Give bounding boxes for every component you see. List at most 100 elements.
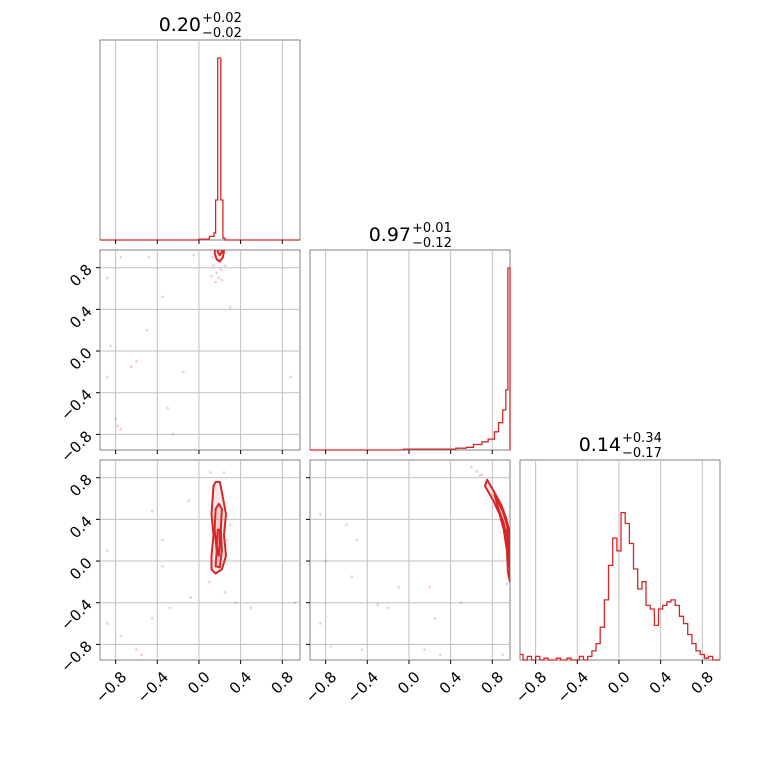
histogram-step-2	[310, 267, 511, 451]
x-tick-label: 0.8	[687, 668, 717, 698]
x-tick-label: 0.0	[604, 668, 634, 698]
y-tick-label: −0.8	[57, 637, 95, 675]
panel-2d-2-3-frame	[309, 459, 511, 661]
scatter-point	[161, 564, 164, 568]
scatter-point	[501, 653, 505, 657]
panel-hist-3-grid	[535, 460, 703, 660]
panel-2d-1-3	[99, 459, 301, 661]
contour-level-1	[484, 478, 510, 583]
scatter-point	[319, 512, 322, 516]
x-tick-label: 0.8	[477, 668, 507, 698]
title-1-plus: +0.02	[202, 11, 242, 26]
scatter-point	[428, 585, 432, 589]
scatter-point	[249, 606, 253, 610]
title-2-plus: +0.01	[412, 221, 452, 236]
scatter-point	[208, 580, 211, 584]
y-tick-label: 0.4	[66, 512, 96, 542]
scatter-point	[114, 417, 117, 421]
y-tick-label: 0.0	[66, 554, 96, 584]
panel-hist-2-frame	[309, 249, 511, 451]
scatter-point	[119, 255, 123, 259]
scatter-point	[475, 470, 479, 473]
scatter-point	[145, 328, 149, 332]
x-tick-label: 0.4	[646, 668, 676, 698]
title-1-median: 0.20	[159, 14, 201, 36]
panel-hist-2-grid	[325, 250, 493, 450]
y-tick-label: 0.8	[66, 471, 96, 501]
scatter-point	[161, 538, 164, 542]
x-tick-label: 0.0	[184, 668, 214, 698]
scatter-point	[222, 471, 226, 474]
y-tick-label: 0.4	[66, 302, 96, 332]
panel-2d-2-3	[309, 459, 511, 661]
contour-lines	[213, 250, 225, 263]
panel-hist-3-marks	[520, 511, 720, 661]
scatter-point	[105, 276, 109, 280]
scatter-point	[228, 305, 232, 309]
x-tick-label: −0.4	[554, 668, 592, 706]
scatter-point	[345, 523, 348, 526]
scatter-point	[397, 585, 400, 589]
scatter-point	[214, 280, 218, 284]
y-tick-label: −0.4	[57, 596, 95, 634]
scatter-point	[105, 549, 109, 552]
scatter-point	[319, 622, 322, 625]
scatter-point	[433, 616, 437, 620]
scatter-point	[171, 433, 175, 436]
panel-hist-3-frame	[519, 459, 721, 661]
y-tick-label: −0.8	[57, 427, 95, 465]
x-tick-label: 0.4	[436, 668, 466, 698]
title-3-median: 0.14	[579, 434, 621, 456]
scatter-point	[376, 603, 380, 607]
scatter-point	[147, 255, 151, 259]
panel-2d-1-2-grid	[100, 250, 300, 450]
scatter-point	[119, 427, 123, 431]
scatter-point	[161, 295, 164, 299]
contour-lines	[210, 480, 227, 575]
scatter-point	[355, 538, 359, 542]
y-tick-label: −0.4	[57, 386, 95, 424]
scatter-point	[150, 616, 154, 620]
scatter-point	[225, 538, 229, 542]
scatter-point	[209, 471, 212, 474]
x-tick-label: 0.8	[267, 668, 297, 698]
scatter-point	[181, 370, 185, 374]
scatter-point	[324, 559, 327, 563]
panel-hist-2-marks	[310, 267, 511, 451]
scatter-point	[135, 360, 138, 363]
histogram-step-1	[100, 57, 300, 241]
x-tick-label: −0.4	[344, 668, 382, 706]
contour-level-3	[504, 528, 510, 568]
contour-lines	[484, 478, 510, 583]
histogram-step-3	[520, 511, 720, 661]
scatter-point	[219, 268, 223, 272]
scatter-point	[135, 648, 138, 651]
contour-level-3	[215, 528, 221, 557]
panel-2d-2-3-grid	[310, 460, 510, 660]
scatter-point	[350, 575, 354, 579]
panel-2d-2-3-marks	[319, 465, 510, 657]
density-region	[217, 250, 222, 256]
title-3-plus: +0.34	[622, 431, 662, 446]
x-tick-label: 0.4	[226, 668, 256, 698]
scatter-point	[140, 653, 144, 657]
scatter-point	[459, 601, 463, 605]
panel-hist-1-frame	[99, 39, 301, 241]
scatter-point	[289, 375, 292, 379]
scatter-point	[166, 406, 170, 410]
panel-2d-1-3-grid	[100, 460, 300, 660]
contour-level-1	[213, 250, 225, 263]
scatter-point	[109, 344, 112, 348]
scatter-point	[187, 499, 190, 502]
scatter-point	[470, 465, 473, 469]
scatter-point	[223, 590, 227, 594]
title-2-minus: −0.12	[412, 236, 452, 251]
title-1-minus: −0.02	[202, 26, 242, 41]
scatter-point	[438, 653, 442, 657]
title-2-median: 0.97	[369, 224, 411, 246]
scatter-point	[211, 255, 214, 259]
scatter-point	[217, 276, 221, 280]
x-tick-label: −0.8	[302, 668, 340, 706]
panel-hist-1-marks	[100, 57, 300, 241]
panel-2d-1-2-frame	[99, 249, 301, 451]
